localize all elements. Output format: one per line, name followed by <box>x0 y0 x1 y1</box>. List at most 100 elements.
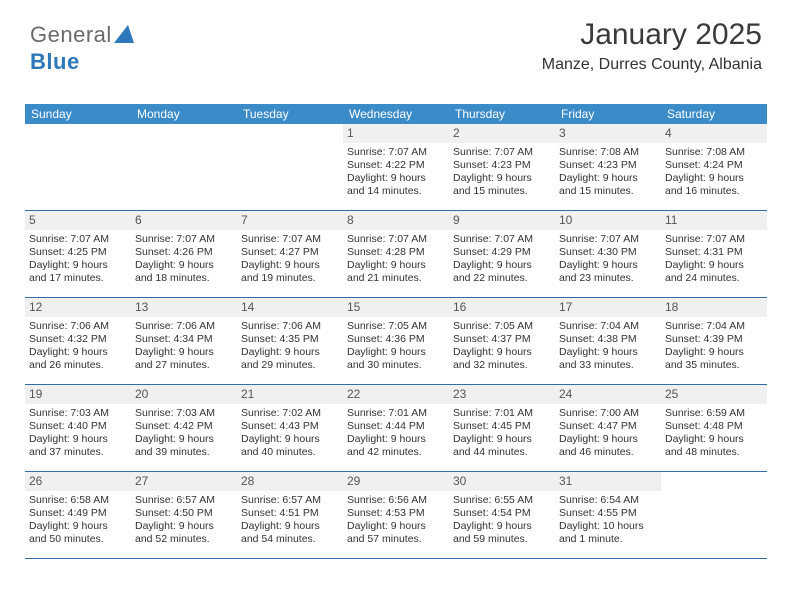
daylight-line2: and 57 minutes. <box>347 533 445 546</box>
sunrise-text: Sunrise: 6:55 AM <box>453 494 551 507</box>
daylight-line1: Daylight: 9 hours <box>29 433 127 446</box>
day-cell: 26Sunrise: 6:58 AMSunset: 4:49 PMDayligh… <box>25 472 131 558</box>
sunset-text: Sunset: 4:36 PM <box>347 333 445 346</box>
calendar: Sunday Monday Tuesday Wednesday Thursday… <box>25 104 767 559</box>
daylight-line2: and 46 minutes. <box>559 446 657 459</box>
weekday-header: Monday <box>131 104 237 124</box>
day-cell: 9Sunrise: 7:07 AMSunset: 4:29 PMDaylight… <box>449 211 555 297</box>
day-number: 26 <box>25 472 131 491</box>
sunset-text: Sunset: 4:39 PM <box>665 333 763 346</box>
day-cell: 17Sunrise: 7:04 AMSunset: 4:38 PMDayligh… <box>555 298 661 384</box>
sunrise-text: Sunrise: 6:57 AM <box>135 494 233 507</box>
weekday-header: Friday <box>555 104 661 124</box>
sunset-text: Sunset: 4:40 PM <box>29 420 127 433</box>
daylight-line2: and 21 minutes. <box>347 272 445 285</box>
brand-part2: Blue <box>30 49 80 74</box>
day-cell: 2Sunrise: 7:07 AMSunset: 4:23 PMDaylight… <box>449 124 555 210</box>
day-cell: 10Sunrise: 7:07 AMSunset: 4:30 PMDayligh… <box>555 211 661 297</box>
brand-logo: General Blue <box>30 22 134 75</box>
sunset-text: Sunset: 4:49 PM <box>29 507 127 520</box>
daylight-line2: and 40 minutes. <box>241 446 339 459</box>
daylight-line1: Daylight: 9 hours <box>665 346 763 359</box>
day-cell <box>25 124 131 210</box>
sunset-text: Sunset: 4:23 PM <box>559 159 657 172</box>
week-row: 19Sunrise: 7:03 AMSunset: 4:40 PMDayligh… <box>25 385 767 472</box>
daylight-line2: and 15 minutes. <box>559 185 657 198</box>
day-number: 3 <box>555 124 661 143</box>
day-cell: 1Sunrise: 7:07 AMSunset: 4:22 PMDaylight… <box>343 124 449 210</box>
day-number: 21 <box>237 385 343 404</box>
sunset-text: Sunset: 4:27 PM <box>241 246 339 259</box>
day-cell <box>237 124 343 210</box>
daylight-line2: and 18 minutes. <box>135 272 233 285</box>
daylight-line2: and 59 minutes. <box>453 533 551 546</box>
sunrise-text: Sunrise: 7:03 AM <box>29 407 127 420</box>
day-number: 12 <box>25 298 131 317</box>
brand-sail-icon <box>114 23 134 49</box>
brand-part1: General <box>30 22 112 47</box>
day-cell: 14Sunrise: 7:06 AMSunset: 4:35 PMDayligh… <box>237 298 343 384</box>
day-number: 13 <box>131 298 237 317</box>
day-number: 15 <box>343 298 449 317</box>
daylight-line2: and 27 minutes. <box>135 359 233 372</box>
weekday-header: Sunday <box>25 104 131 124</box>
day-number: 20 <box>131 385 237 404</box>
sunset-text: Sunset: 4:47 PM <box>559 420 657 433</box>
weeks-container: 1Sunrise: 7:07 AMSunset: 4:22 PMDaylight… <box>25 124 767 559</box>
sunrise-text: Sunrise: 6:56 AM <box>347 494 445 507</box>
day-number: 22 <box>343 385 449 404</box>
daylight-line2: and 17 minutes. <box>29 272 127 285</box>
sunset-text: Sunset: 4:42 PM <box>135 420 233 433</box>
sunrise-text: Sunrise: 7:07 AM <box>453 146 551 159</box>
sunrise-text: Sunrise: 6:58 AM <box>29 494 127 507</box>
sunrise-text: Sunrise: 6:57 AM <box>241 494 339 507</box>
day-cell <box>131 124 237 210</box>
day-cell: 24Sunrise: 7:00 AMSunset: 4:47 PMDayligh… <box>555 385 661 471</box>
sunset-text: Sunset: 4:53 PM <box>347 507 445 520</box>
sunrise-text: Sunrise: 7:07 AM <box>559 233 657 246</box>
daylight-line1: Daylight: 9 hours <box>665 433 763 446</box>
daylight-line2: and 24 minutes. <box>665 272 763 285</box>
daylight-line1: Daylight: 9 hours <box>347 346 445 359</box>
day-number <box>25 124 131 128</box>
daylight-line2: and 42 minutes. <box>347 446 445 459</box>
daylight-line1: Daylight: 9 hours <box>665 172 763 185</box>
daylight-line1: Daylight: 9 hours <box>453 433 551 446</box>
day-number: 28 <box>237 472 343 491</box>
day-number <box>661 472 767 476</box>
sunrise-text: Sunrise: 7:07 AM <box>241 233 339 246</box>
day-cell: 7 Sunrise: 7:07 AMSunset: 4:27 PMDaylight… <box>237 211 343 297</box>
day-number: 7 <box>237 211 343 230</box>
daylight-line1: Daylight: 9 hours <box>135 433 233 446</box>
sunset-text: Sunset: 4:29 PM <box>453 246 551 259</box>
week-row: 12Sunrise: 7:06 AMSunset: 4:32 PMDayligh… <box>25 298 767 385</box>
sunset-text: Sunset: 4:50 PM <box>135 507 233 520</box>
day-cell: 4Sunrise: 7:08 AMSunset: 4:24 PMDaylight… <box>661 124 767 210</box>
day-number: 25 <box>661 385 767 404</box>
day-cell: 19Sunrise: 7:03 AMSunset: 4:40 PMDayligh… <box>25 385 131 471</box>
daylight-line2: and 37 minutes. <box>29 446 127 459</box>
day-number: 8 <box>343 211 449 230</box>
day-cell: 27Sunrise: 6:57 AMSunset: 4:50 PMDayligh… <box>131 472 237 558</box>
daylight-line1: Daylight: 9 hours <box>453 346 551 359</box>
sunset-text: Sunset: 4:24 PM <box>665 159 763 172</box>
sunset-text: Sunset: 4:37 PM <box>453 333 551 346</box>
daylight-line2: and 15 minutes. <box>453 185 551 198</box>
sunrise-text: Sunrise: 7:07 AM <box>347 233 445 246</box>
sunset-text: Sunset: 4:35 PM <box>241 333 339 346</box>
day-number: 17 <box>555 298 661 317</box>
header-right: January 2025 Manze, Durres County, Alban… <box>542 18 762 74</box>
daylight-line1: Daylight: 9 hours <box>241 346 339 359</box>
sunrise-text: Sunrise: 7:04 AM <box>665 320 763 333</box>
daylight-line1: Daylight: 9 hours <box>29 346 127 359</box>
daylight-line2: and 48 minutes. <box>665 446 763 459</box>
daylight-line1: Daylight: 9 hours <box>453 172 551 185</box>
daylight-line2: and 14 minutes. <box>347 185 445 198</box>
page: General Blue January 2025 Manze, Durres … <box>0 0 792 612</box>
daylight-line1: Daylight: 9 hours <box>135 346 233 359</box>
day-cell: 12Sunrise: 7:06 AMSunset: 4:32 PMDayligh… <box>25 298 131 384</box>
daylight-line1: Daylight: 9 hours <box>241 259 339 272</box>
sunrise-text: Sunrise: 7:05 AM <box>453 320 551 333</box>
week-row: 1Sunrise: 7:07 AMSunset: 4:22 PMDaylight… <box>25 124 767 211</box>
sunset-text: Sunset: 4:26 PM <box>135 246 233 259</box>
